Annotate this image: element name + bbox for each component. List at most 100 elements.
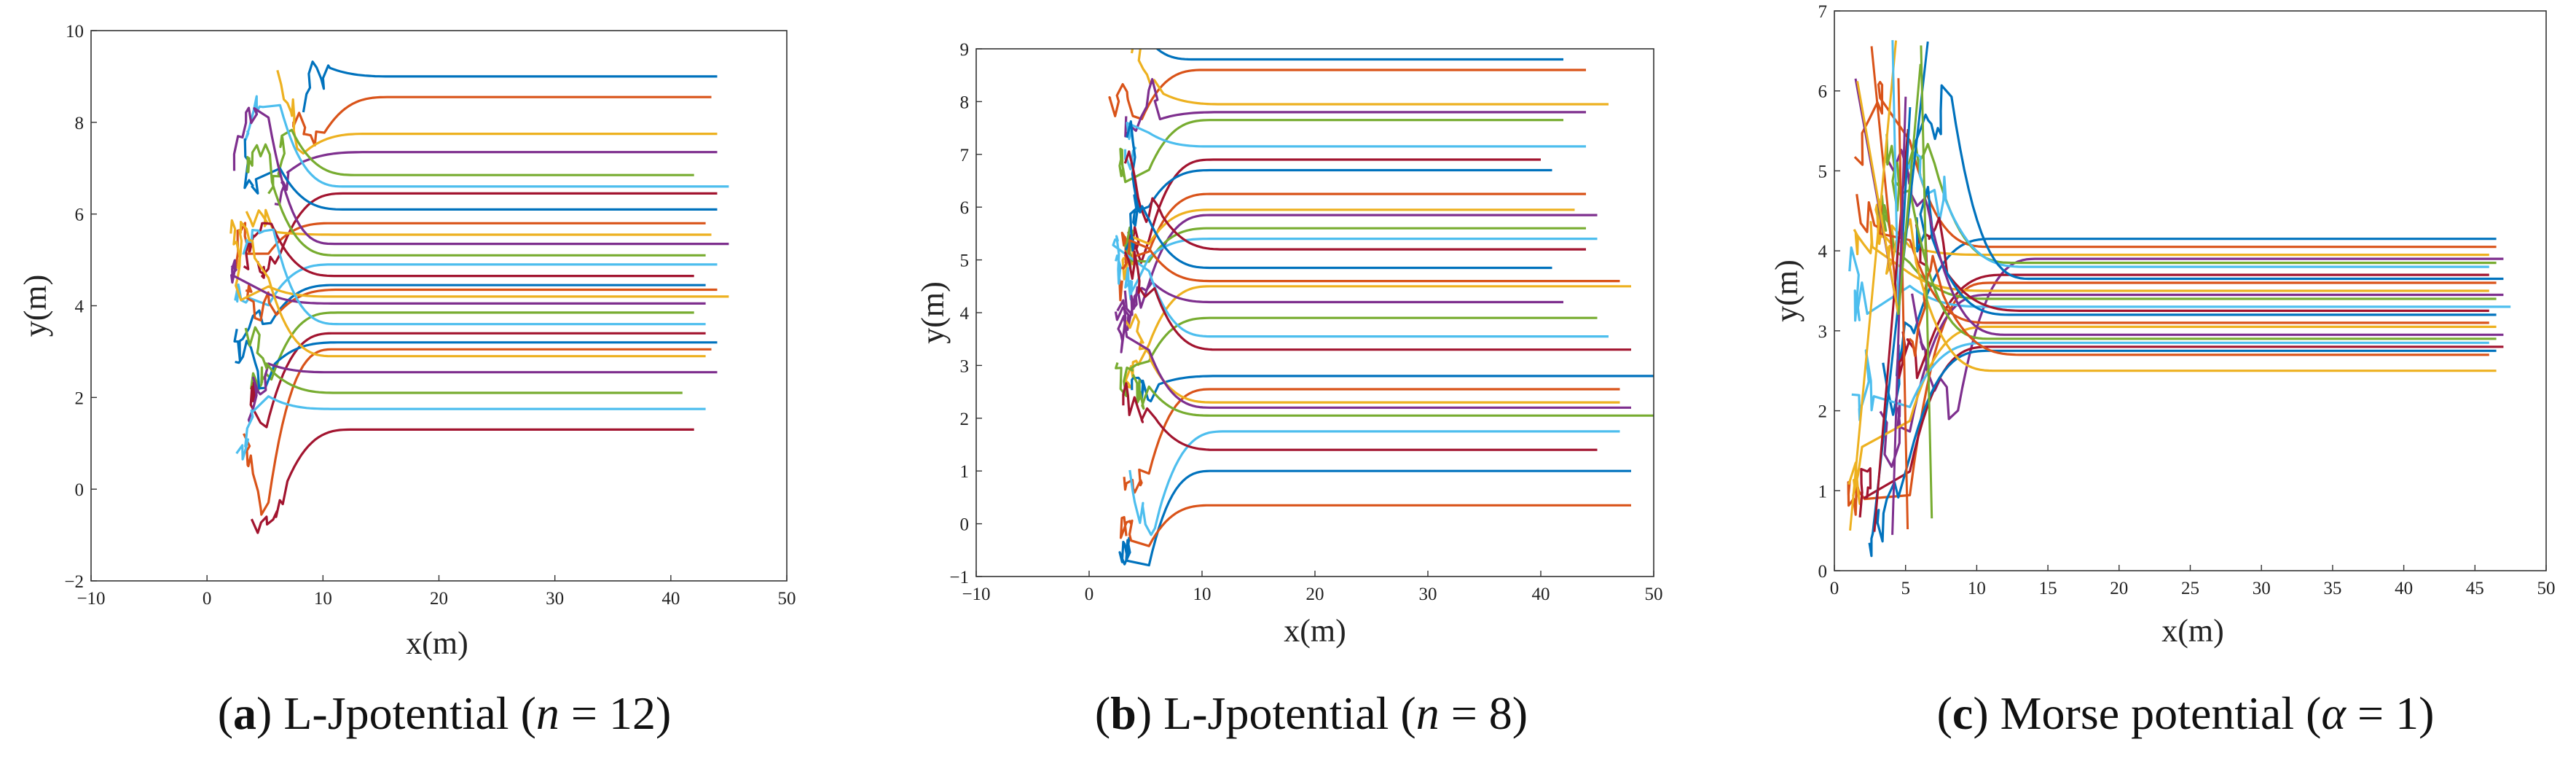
series-line <box>1853 81 2497 249</box>
series-line <box>1891 96 1907 535</box>
series-line <box>249 332 706 429</box>
series-line <box>1915 216 2489 312</box>
y-tick-label: 6 <box>75 206 85 225</box>
x-tick-label: 30 <box>546 589 564 609</box>
y-axis-label: y(m) <box>915 281 951 344</box>
y-tick-label: 10 <box>66 22 84 42</box>
series-line <box>247 362 718 423</box>
series-line <box>1868 349 2497 558</box>
series-line <box>1128 430 1620 536</box>
series-line <box>1124 238 1598 301</box>
series-line <box>1122 382 1598 451</box>
series-line <box>1114 214 1598 332</box>
y-tick-label: 6 <box>1818 82 1828 102</box>
x-tick-label: 15 <box>2039 579 2057 598</box>
series-line <box>232 106 729 246</box>
series-line <box>1118 469 1631 567</box>
series-line <box>1856 81 1900 316</box>
panel-caption: (a) L-Jpotential (n = 12) <box>218 687 672 739</box>
y-tick-label: 1 <box>1818 482 1828 501</box>
y-tick-label: −2 <box>64 572 84 592</box>
x-tick-label: 50 <box>778 589 796 609</box>
series-line <box>1920 45 1933 519</box>
series-line <box>236 221 706 358</box>
x-tick-label: 25 <box>2181 579 2199 598</box>
x-tick-label: 50 <box>2537 579 2556 598</box>
series-line <box>1126 120 1552 227</box>
trajectories <box>1108 49 1654 567</box>
y-tick-label: 0 <box>75 480 85 500</box>
x-tick-label: 40 <box>661 589 680 609</box>
series-line <box>256 192 718 279</box>
series-line <box>302 60 718 113</box>
panel-a: −10 0 10 20 30 40 50 −2 0 2 4 6 8 10 x(m) y(m) (a) L-Jpo… <box>17 22 796 739</box>
series-line <box>1912 84 2504 281</box>
series-line <box>1870 46 1900 316</box>
series-line <box>292 95 712 146</box>
series-line <box>1851 341 2489 421</box>
series-line <box>1879 293 2504 468</box>
x-tick-label: 20 <box>430 589 448 609</box>
series-line <box>1891 40 1900 315</box>
y-tick-label: −1 <box>949 568 969 587</box>
x-axis-label: x(m) <box>1284 613 1346 649</box>
series-line <box>1119 504 1631 547</box>
x-tick-label: 10 <box>1968 579 1986 598</box>
series-line <box>276 69 718 155</box>
y-tick-label: 8 <box>960 93 970 112</box>
series-line <box>274 151 718 206</box>
x-tick-label: 0 <box>1085 585 1094 604</box>
x-tick-label: 0 <box>203 589 212 609</box>
x-axis-label: x(m) <box>406 625 468 661</box>
series-line <box>1885 133 2497 340</box>
series-line <box>1897 63 1922 316</box>
series-line <box>1897 78 1909 530</box>
y-tick-label: 2 <box>1818 402 1828 422</box>
series-line <box>1858 345 2504 518</box>
series-line <box>1123 281 1563 316</box>
x-tick-label: 0 <box>1830 579 1839 598</box>
series-line <box>235 340 718 390</box>
series-line <box>1116 299 1631 409</box>
y-tick-label: 2 <box>960 410 970 429</box>
series-line <box>1915 186 2497 316</box>
panel-caption: (b) L-Jpotential (n = 8) <box>1095 687 1528 739</box>
series-line <box>1117 239 1620 302</box>
series-line <box>1902 152 2489 268</box>
y-axis-label: y(m) <box>17 275 53 337</box>
series-line <box>243 348 712 516</box>
series-line <box>267 128 694 195</box>
y-tick-label: 5 <box>1818 162 1828 181</box>
series-line <box>1123 388 1620 494</box>
series-line <box>1155 49 1563 61</box>
x-tick-label: 50 <box>1645 585 1663 604</box>
x-tick-label: 20 <box>1306 585 1324 604</box>
series-line <box>1108 69 1586 120</box>
series-line <box>1130 49 1609 106</box>
series-line <box>1908 254 2489 357</box>
series-line <box>235 395 706 461</box>
series-line <box>243 222 694 278</box>
x-tick-label: 45 <box>2466 579 2484 598</box>
y-tick-label: 5 <box>960 251 970 271</box>
series-line <box>1123 226 1586 270</box>
series-line <box>250 311 694 396</box>
panel-c: 0 5 10 15 20 25 30 35 40 45 5001234567x(m)y(m)(c) … <box>1769 2 2555 739</box>
y-tick-label: 2 <box>75 388 85 408</box>
trajectories <box>229 60 729 534</box>
y-tick-label: 7 <box>1818 2 1828 22</box>
y-tick-label: 0 <box>1818 562 1828 582</box>
x-tick-label: 10 <box>1193 585 1212 604</box>
x-tick-label: 5 <box>1901 579 1910 598</box>
series-line <box>243 138 718 211</box>
series-line <box>1911 257 2504 421</box>
x-tick-label: 30 <box>1419 585 1437 604</box>
series-line <box>1123 150 1586 251</box>
plot-frame <box>975 48 1654 577</box>
series-line <box>1123 250 1631 351</box>
y-tick-label: 3 <box>960 356 970 376</box>
y-tick-label: 8 <box>75 114 85 133</box>
series-line <box>245 284 718 322</box>
